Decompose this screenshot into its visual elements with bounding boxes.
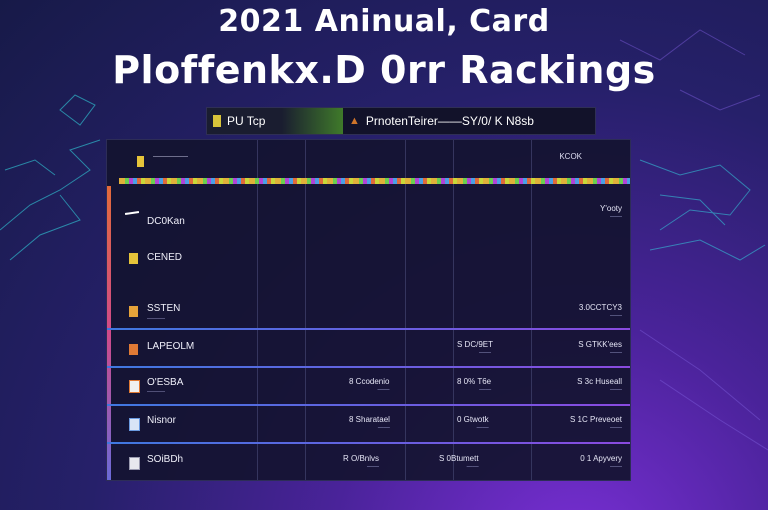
row-value-sub: —— bbox=[367, 464, 380, 470]
row-icon bbox=[129, 380, 140, 393]
row-value-sub: —— bbox=[610, 313, 622, 319]
table-row[interactable]: O'ESBA ——— 8 Ccodenio —— 8 0% T6e —— S 3… bbox=[107, 368, 630, 404]
tab-right[interactable]: ▲ PrnotenTeirer——SY/0/ K N8sb bbox=[343, 108, 595, 134]
row-sub: ——— bbox=[147, 316, 165, 322]
table-row[interactable]: CENED bbox=[107, 248, 630, 288]
row-sub: ——— bbox=[147, 389, 165, 395]
page-title: 2021 Aninual, Card bbox=[218, 4, 550, 39]
row-value-sub: —— bbox=[610, 464, 622, 470]
row-value: Y'ooty —— bbox=[600, 204, 622, 220]
row-icon bbox=[129, 306, 138, 317]
tab-right-label: PrnotenTeirer——SY/0/ K N8sb bbox=[365, 114, 534, 128]
table-row[interactable]: SSTEN ——— 3.0CCTCY3 —— bbox=[107, 300, 630, 328]
row-value: 0 1 Apyvery —— bbox=[580, 454, 622, 470]
row-value: R O/Bnlvs —— bbox=[343, 454, 380, 470]
row-value-sub: —— bbox=[466, 464, 479, 470]
header-label: ————— bbox=[153, 153, 188, 160]
board-header: ————— KCOK bbox=[107, 140, 630, 178]
row-value-sub: —— bbox=[479, 387, 492, 393]
column-divider bbox=[531, 140, 532, 480]
flame-icon: ▲ bbox=[349, 115, 360, 127]
rankings-board: ————— KCOK DC0Kan Y'ooty —— CENED SSTEN … bbox=[106, 139, 631, 481]
row-icon bbox=[129, 418, 140, 431]
row-value: 8 Sharatael —— bbox=[349, 415, 390, 431]
tab-left[interactable]: PU Tcp bbox=[207, 108, 343, 134]
row-value: S 1C Preveoet —— bbox=[569, 415, 622, 431]
row-value: 8 0% T6e —— bbox=[457, 377, 492, 393]
table-row[interactable]: LAPEOLM S DC/9ET —— S GTKK'ees —— bbox=[107, 330, 630, 366]
page-subtitle: Ploffenkx.D 0rr Rackings bbox=[112, 48, 656, 92]
row-name: Nisnor bbox=[147, 415, 176, 426]
row-name: CENED bbox=[147, 252, 183, 263]
column-divider bbox=[453, 140, 454, 480]
row-value-sub: —— bbox=[377, 425, 390, 431]
row-value: 3.0CCTCY3 —— bbox=[578, 303, 622, 319]
column-divider bbox=[405, 140, 406, 480]
table-row[interactable]: SOiBDh R O/Bnlvs —— S 0Btumett —— 0 1 Ap… bbox=[107, 444, 630, 480]
rank-color-bar bbox=[107, 186, 111, 480]
row-value-sub: —— bbox=[610, 350, 622, 356]
row-value-sub: —— bbox=[377, 387, 390, 393]
row-value: S 0Btumett —— bbox=[439, 454, 479, 470]
header-icon bbox=[137, 156, 144, 167]
row-name: SOiBDh bbox=[147, 454, 184, 465]
row-value: 8 Ccodenio —— bbox=[349, 377, 390, 393]
tab-bar: PU Tcp ▲ PrnotenTeirer——SY/0/ K N8sb bbox=[206, 107, 596, 135]
row-icon bbox=[129, 344, 138, 355]
tab-left-icon bbox=[213, 115, 221, 127]
row-name: LAPEOLM bbox=[147, 341, 195, 352]
row-separator bbox=[107, 366, 630, 368]
row-name: O'ESBA bbox=[147, 377, 184, 388]
color-stripe bbox=[119, 178, 630, 184]
column-divider bbox=[305, 140, 306, 480]
dash-icon bbox=[124, 211, 140, 215]
column-divider bbox=[257, 140, 258, 480]
row-value-sub: —— bbox=[479, 350, 491, 356]
row-separator bbox=[107, 442, 630, 444]
row-name: DC0Kan bbox=[147, 216, 185, 227]
row-value: S GTKK'ees —— bbox=[578, 340, 622, 356]
table-row[interactable]: DC0Kan Y'ooty —— bbox=[107, 204, 630, 248]
row-icon bbox=[129, 253, 138, 264]
row-separator bbox=[107, 328, 630, 330]
row-separator bbox=[107, 404, 630, 406]
header-right-label: KCOK bbox=[559, 152, 582, 161]
row-value-sub: —— bbox=[610, 214, 622, 220]
row-name: SSTEN bbox=[147, 303, 181, 314]
row-value: 0 Gtwotk —— bbox=[457, 415, 489, 431]
tab-left-label: PU Tcp bbox=[227, 114, 266, 128]
row-value-sub: —— bbox=[476, 425, 489, 431]
row-icon bbox=[129, 457, 140, 470]
row-value: S DC/9ET —— bbox=[457, 340, 494, 356]
row-value-sub: —— bbox=[610, 387, 622, 393]
table-row[interactable]: Nisnor 8 Sharatael —— 0 Gtwotk —— S 1C P… bbox=[107, 406, 630, 442]
row-value-sub: —— bbox=[610, 425, 622, 431]
row-value: S 3c Huseall —— bbox=[577, 377, 622, 393]
